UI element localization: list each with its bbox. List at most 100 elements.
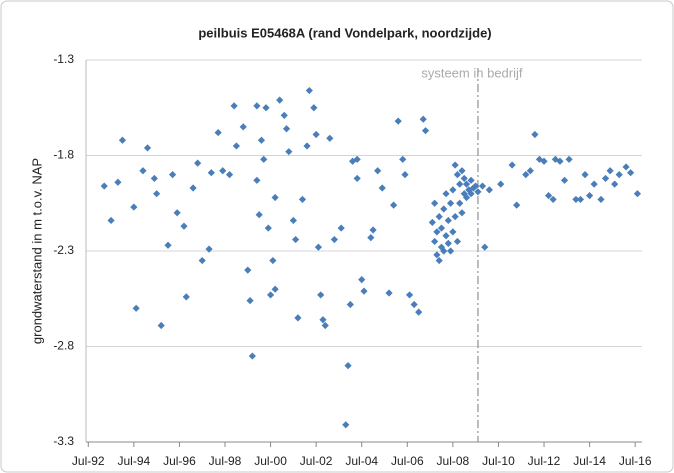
point (173, 209, 181, 217)
point (143, 144, 152, 152)
point (415, 308, 423, 316)
point (271, 193, 279, 202)
point (421, 127, 430, 135)
point (130, 203, 138, 211)
point (390, 201, 398, 209)
point (198, 256, 206, 265)
point (433, 251, 441, 259)
point (458, 209, 466, 217)
point (330, 235, 338, 244)
point (576, 195, 585, 204)
point (100, 182, 108, 190)
point (449, 186, 457, 194)
point (107, 216, 115, 225)
point (294, 314, 302, 322)
point (282, 125, 291, 133)
point (456, 199, 464, 207)
point (474, 188, 482, 196)
point (585, 192, 594, 200)
x-tick-label: Jul-08 (437, 454, 470, 468)
point (451, 161, 459, 169)
y-axis-label: grondwaterstand in m t.o.v. NAP (29, 158, 44, 344)
point (189, 184, 197, 192)
point (353, 174, 361, 183)
point (451, 213, 459, 221)
point (150, 174, 158, 183)
point (446, 247, 455, 255)
point (168, 171, 177, 179)
point (114, 178, 122, 186)
point (369, 226, 377, 234)
point (264, 224, 272, 232)
point (378, 184, 386, 192)
x-tick-label: Jul-02 (300, 454, 333, 468)
point (440, 247, 448, 255)
x-tick-label: Jul-00 (254, 454, 287, 468)
x-tick-label: Jul-06 (391, 454, 424, 468)
point (164, 241, 172, 249)
point (182, 293, 190, 301)
point (285, 148, 293, 156)
point (435, 213, 443, 221)
point (419, 115, 427, 123)
point (266, 291, 275, 299)
point (321, 321, 329, 330)
point (544, 192, 553, 200)
point (531, 130, 539, 139)
point (453, 237, 462, 246)
point (157, 321, 165, 330)
y-tick-label: -1.8 (53, 148, 74, 162)
y-tick-label: -3.3 (53, 434, 74, 448)
point (337, 224, 345, 232)
point (219, 167, 227, 175)
point (581, 171, 589, 179)
point (271, 285, 279, 293)
y-tick-label: -2.8 (53, 339, 74, 353)
point (481, 243, 489, 251)
point (633, 190, 642, 198)
point (456, 180, 464, 188)
point (253, 102, 261, 110)
point (244, 266, 252, 274)
point (239, 123, 247, 131)
point (572, 195, 580, 204)
point (214, 128, 222, 137)
point (280, 111, 288, 119)
point (485, 186, 493, 194)
point (385, 289, 393, 297)
point (225, 171, 234, 179)
point (431, 237, 439, 246)
point (205, 245, 213, 253)
point (458, 167, 466, 175)
point (444, 239, 452, 247)
point (319, 316, 327, 324)
point (180, 222, 188, 230)
point (478, 182, 487, 190)
point (590, 180, 598, 188)
point (549, 195, 557, 204)
point (410, 300, 418, 309)
point (253, 176, 261, 184)
point (276, 96, 284, 104)
point (358, 276, 366, 284)
point (298, 195, 307, 204)
point (442, 190, 450, 198)
point (611, 180, 619, 188)
point (153, 190, 161, 198)
point (317, 291, 325, 299)
point (497, 180, 505, 188)
point (118, 136, 127, 144)
point (467, 176, 475, 184)
point (262, 104, 270, 112)
point (232, 142, 240, 150)
point (405, 291, 414, 299)
point (401, 171, 409, 179)
point (428, 218, 436, 226)
x-tick-label: Jul-12 (528, 454, 561, 468)
point (615, 171, 623, 179)
point (248, 352, 256, 360)
point (246, 297, 254, 305)
point (255, 211, 263, 219)
point (310, 104, 318, 112)
